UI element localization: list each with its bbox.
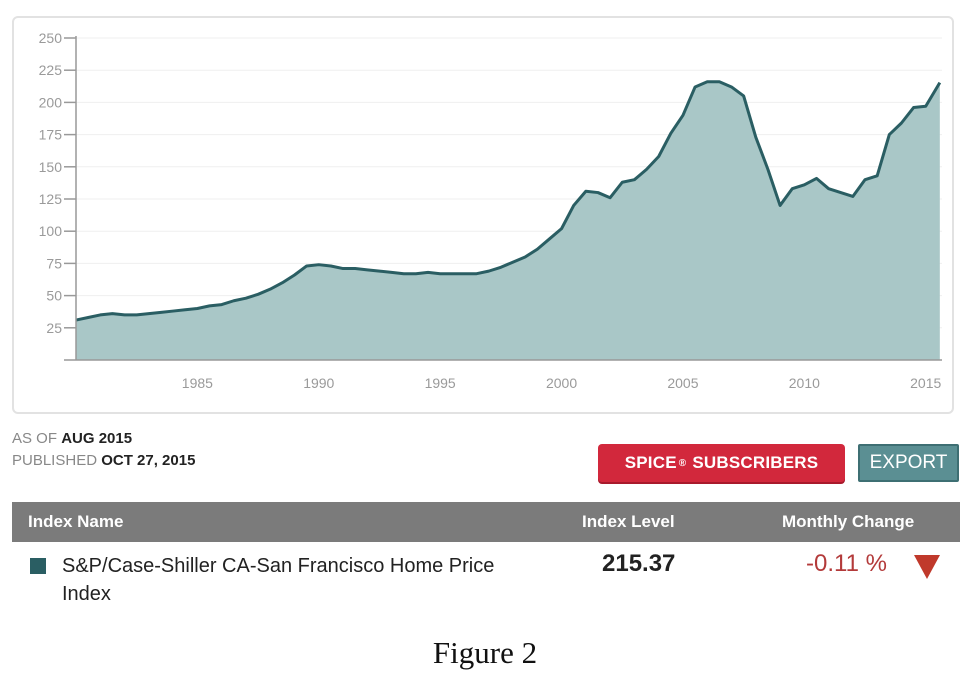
export-button[interactable]: EXPORT xyxy=(858,444,959,482)
series-line xyxy=(75,80,942,322)
as-of-label: AS OF xyxy=(12,430,58,447)
chart-frame: 25 50 75 100 125 150 175 200 225 250 1985 1990 1995 2… xyxy=(12,16,954,414)
down-arrow-icon xyxy=(914,555,940,579)
y-tick-label: 150 xyxy=(39,159,63,175)
y-tick-label: 75 xyxy=(46,255,62,271)
published-value: OCT 27, 2015 xyxy=(101,452,196,469)
published-label: PUBLISHED xyxy=(12,452,98,469)
chart-plot: 25 50 75 100 125 150 175 200 225 250 1985 1990 1995 2… xyxy=(39,30,942,391)
x-tick-label: 1995 xyxy=(425,375,456,391)
figure-caption: Figure 2 xyxy=(432,635,538,670)
header-index-name: Index Name xyxy=(28,512,124,531)
y-tick-label: 200 xyxy=(39,94,63,110)
y-tick-label: 250 xyxy=(39,30,63,46)
y-tick-label: 100 xyxy=(39,223,63,239)
series-area xyxy=(76,81,940,361)
registered-mark: ® xyxy=(678,457,687,469)
y-tick-label: 225 xyxy=(39,62,63,78)
spice-label: SPICE xyxy=(624,453,677,472)
index-level: 215.37 xyxy=(602,550,676,577)
x-tick-label: 2005 xyxy=(667,375,698,391)
table-header: Index Name Index Level Monthly Change xyxy=(12,502,960,542)
y-tick-label: 175 xyxy=(39,127,63,143)
x-tick-label: 2000 xyxy=(546,375,577,391)
index-name: S&P/Case-Shiller CA-San Francisco Home P… xyxy=(62,555,495,605)
series-color-swatch xyxy=(30,558,46,574)
x-tick-label: 1990 xyxy=(303,375,334,391)
header-index-level: Index Level xyxy=(582,512,675,531)
header-monthly-change: Monthly Change xyxy=(782,512,915,531)
y-tick-label: 50 xyxy=(46,288,62,304)
y-tick-label: 25 xyxy=(46,320,62,336)
x-tick-label: 2010 xyxy=(789,375,820,391)
x-tick-label: 2015 xyxy=(910,375,941,391)
subscribers-label: SUBSCRIBERS xyxy=(692,453,819,472)
monthly-change: -0.11 % xyxy=(806,550,887,577)
spice-subscribers-button[interactable]: SPICE ® SUBSCRIBERS xyxy=(598,444,845,482)
as-of-value: AUG 2015 xyxy=(61,430,133,447)
y-tick-label: 125 xyxy=(39,191,63,207)
x-tick-label: 1985 xyxy=(182,375,213,391)
as-of-info: AS OF AUG 2015 PUBLISHED OCT 27, 2015 xyxy=(12,428,195,472)
